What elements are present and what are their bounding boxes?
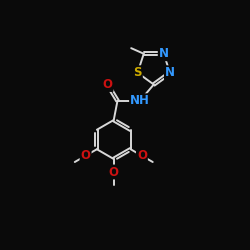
- Text: NH: NH: [130, 94, 150, 107]
- Text: N: N: [159, 47, 169, 60]
- Text: O: O: [109, 166, 119, 178]
- Text: O: O: [137, 149, 147, 162]
- Text: S: S: [133, 66, 142, 79]
- Text: O: O: [102, 78, 113, 91]
- Text: N: N: [165, 66, 175, 79]
- Text: O: O: [80, 149, 90, 162]
